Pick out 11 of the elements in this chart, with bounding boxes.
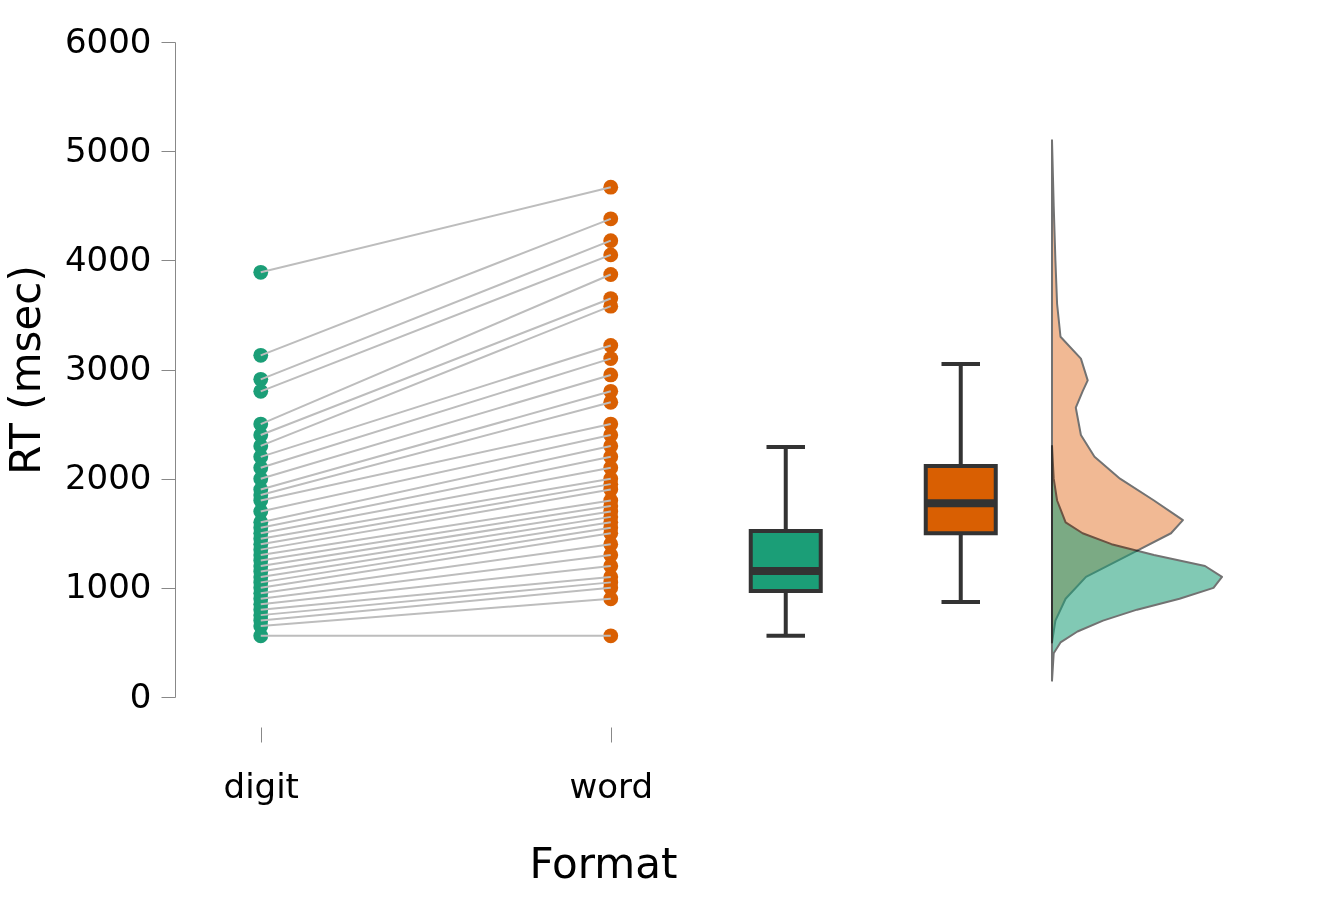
x-tick-label: word <box>569 765 654 806</box>
y-tick-label: 1000 <box>64 566 152 607</box>
y-axis-title: RT (msec) <box>0 265 50 475</box>
y-tick-label: 6000 <box>64 20 152 61</box>
y-tick-label: 3000 <box>64 348 152 388</box>
y-tick-label: 0 <box>129 675 152 716</box>
x-tick-label: digit <box>223 765 299 806</box>
y-tick-label: 4000 <box>64 238 152 279</box>
y-tick-label: 2000 <box>64 457 152 498</box>
x-axis-title: Format <box>529 838 678 888</box>
y-tick-label: 5000 <box>64 129 152 170</box>
